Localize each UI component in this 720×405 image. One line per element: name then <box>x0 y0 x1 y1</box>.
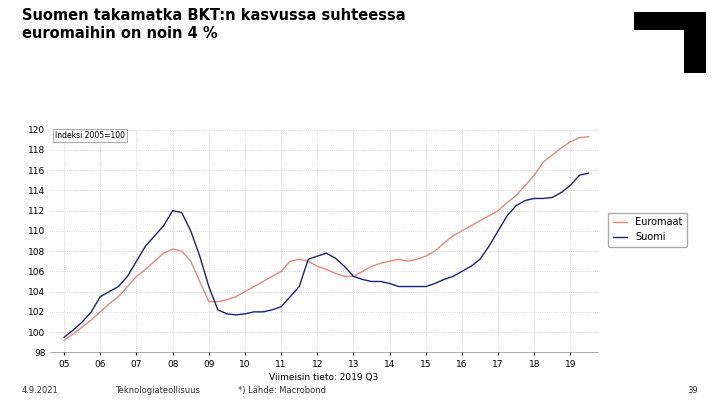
Legend: Euromaat, Suomi: Euromaat, Suomi <box>608 213 688 247</box>
Text: Teknologiateollisuus: Teknologiateollisuus <box>115 386 200 395</box>
X-axis label: Viimeisin tieto: 2019 Q3: Viimeisin tieto: 2019 Q3 <box>269 373 379 382</box>
Suomi <box>331 256 340 261</box>
Suomi <box>60 335 68 339</box>
Suomi <box>78 320 86 324</box>
Text: Suomen takamatka BKT:n kasvussa suhteessa
euromaihin on noin 4 %: Suomen takamatka BKT:n kasvussa suhteess… <box>22 8 405 40</box>
Suomi <box>141 244 150 249</box>
Polygon shape <box>634 12 706 73</box>
Euromaat <box>195 279 204 284</box>
Text: 39: 39 <box>688 386 698 395</box>
Euromaat <box>584 134 593 139</box>
Euromaat <box>141 267 150 272</box>
Euromaat <box>78 325 86 330</box>
Text: Indeksi 2005=100: Indeksi 2005=100 <box>55 131 125 140</box>
Suomi <box>440 277 449 282</box>
Suomi <box>114 284 122 289</box>
Line: Euromaat: Euromaat <box>64 137 588 340</box>
Euromaat <box>60 338 68 343</box>
Euromaat <box>440 241 449 245</box>
Line: Suomi: Suomi <box>64 173 588 337</box>
Text: 4.9.2021: 4.9.2021 <box>22 386 58 395</box>
Text: *) Lähde: Macrobond: *) Lähde: Macrobond <box>238 386 325 395</box>
Euromaat <box>331 271 340 276</box>
Suomi <box>584 171 593 175</box>
Euromaat <box>114 294 122 299</box>
Suomi <box>195 254 204 259</box>
